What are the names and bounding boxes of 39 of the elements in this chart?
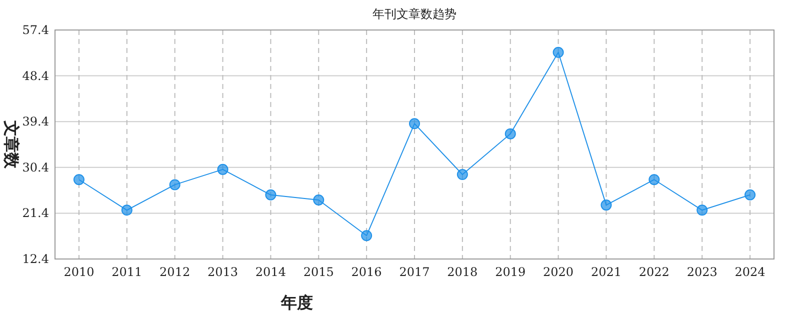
y-axis-title: 文章数: [2, 120, 21, 170]
x-tick-label: 2014: [255, 265, 286, 279]
x-tick-label: 2012: [160, 265, 190, 279]
point: [552, 46, 564, 58]
x-tick-label: 2011: [112, 265, 142, 279]
point: [121, 204, 132, 216]
y-tick-label: 12.4: [22, 252, 50, 266]
x-tick-label: 2018: [447, 265, 478, 279]
x-tick-label: 2020: [543, 265, 574, 279]
y-tick-label: 48.4: [22, 68, 50, 83]
x-tick-label: 2021: [590, 265, 622, 279]
point: [217, 164, 228, 175]
point: [265, 189, 276, 200]
chart-title: 年刊文章数趋势: [372, 7, 456, 21]
x-tick-label: 2017: [399, 265, 430, 279]
point: [600, 200, 612, 211]
point: [648, 174, 660, 186]
x-tick-label: 2024: [734, 265, 766, 279]
point: [409, 118, 420, 130]
y-tick-label: 57.4: [22, 23, 50, 37]
y-tick-label: 39.4: [22, 114, 50, 129]
x-tick-label: 2010: [64, 265, 94, 279]
x-tick-label: 2019: [495, 265, 526, 279]
point: [456, 169, 468, 180]
point: [361, 230, 372, 242]
x-axis-title: 年度: [280, 293, 313, 312]
x-tick-label: 2013: [207, 265, 238, 279]
point: [744, 189, 756, 200]
point: [313, 194, 324, 206]
y-tick-label: 30.4: [22, 160, 50, 174]
y-tick-label: 21.4: [22, 206, 50, 220]
point: [696, 204, 708, 216]
x-tick-label: 2022: [638, 265, 670, 279]
x-tick-label: 2023: [686, 265, 718, 279]
point: [169, 179, 180, 190]
x-tick-label: 2016: [351, 265, 382, 279]
point: [504, 128, 516, 140]
x-tick-label: 2015: [303, 265, 334, 279]
point: [73, 174, 84, 186]
